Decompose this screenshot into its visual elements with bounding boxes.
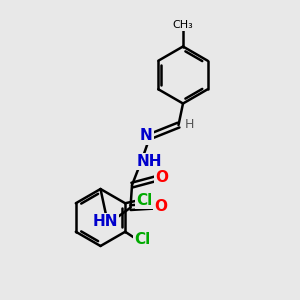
Text: NH: NH [136, 154, 162, 169]
Text: O: O [154, 199, 167, 214]
Text: O: O [155, 170, 169, 185]
Text: CH₃: CH₃ [172, 20, 194, 31]
Text: Cl: Cl [136, 193, 152, 208]
Text: HN: HN [92, 214, 118, 229]
Text: H: H [184, 118, 194, 131]
Text: N: N [140, 128, 153, 143]
Text: Cl: Cl [134, 232, 150, 247]
